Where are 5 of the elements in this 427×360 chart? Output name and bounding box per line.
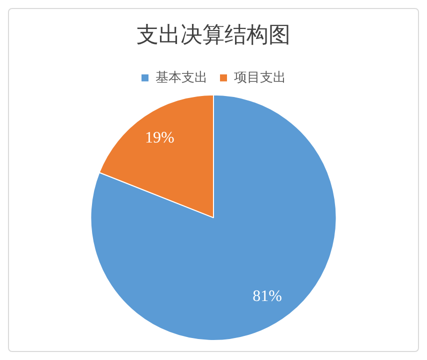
legend-label: 基本支出 (156, 70, 208, 86)
data-label: 81% (252, 288, 282, 306)
chart-title: 支出决算结构图 (136, 22, 290, 48)
data-label: 19% (144, 130, 174, 147)
legend-label: 项目支出 (234, 70, 286, 86)
